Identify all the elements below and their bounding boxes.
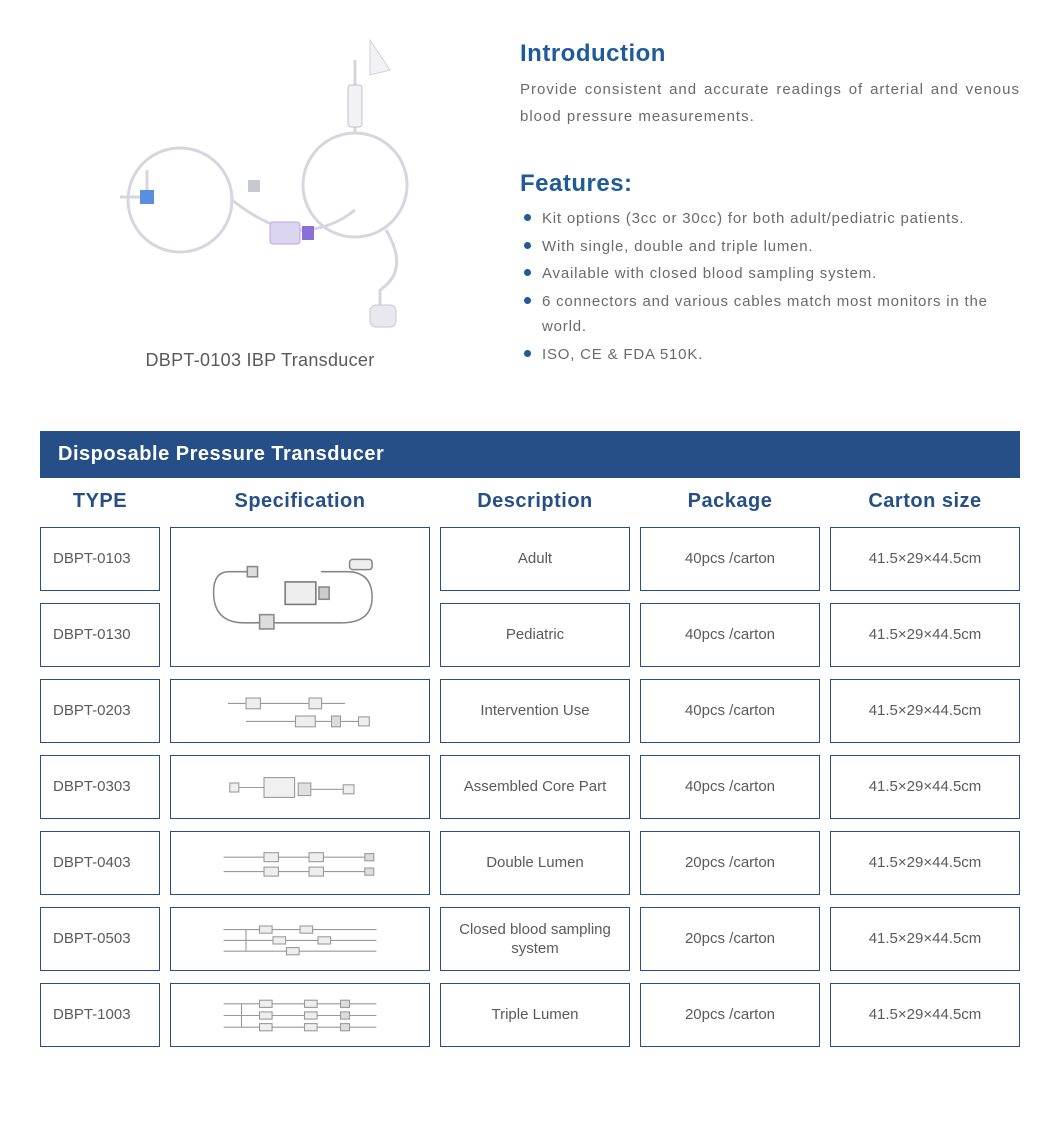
product-caption: DBPT-0103 IBP Transducer (146, 350, 375, 371)
feature-item: With single, double and triple lumen. (524, 234, 1020, 260)
spec-diagram-icon (210, 689, 390, 734)
cell-spec (170, 907, 430, 971)
cell-package: 40pcs /carton (640, 527, 820, 591)
cell-package: 40pcs /carton (640, 679, 820, 743)
table-row: DBPT-0503 Closed blood sampling system 2… (40, 907, 1020, 971)
cell-type: DBPT-1003 (40, 983, 160, 1047)
transducer-illustration-icon (70, 30, 450, 330)
table-row: DBPT-0303 Assembled Core Part 40pcs /car… (40, 755, 1020, 819)
cell-type: DBPT-0103 (40, 527, 160, 591)
header-package: Package (640, 490, 820, 513)
cell-type: DBPT-0203 (40, 679, 160, 743)
table-row: DBPT-1003 T (40, 983, 1020, 1047)
cell-package: 40pcs /carton (640, 755, 820, 819)
cell-size: 41.5×29×44.5cm (830, 907, 1020, 971)
spec-diagram-icon (210, 765, 390, 810)
intro-text: Provide consistent and accurate readings… (520, 76, 1020, 130)
cell-package: 20pcs /carton (640, 831, 820, 895)
spec-diagram-icon (210, 841, 390, 886)
table-row-group: DBPT-0103 DBPT-0130 Adult Pediatric 4 (40, 527, 1020, 667)
features-list: Kit options (3cc or 30cc) for both adult… (520, 206, 1020, 367)
cell-type: DBPT-0303 (40, 755, 160, 819)
header-type: TYPE (40, 490, 160, 513)
intro-section: DBPT-0103 IBP Transducer Introduction Pr… (40, 30, 1020, 371)
cell-type: DBPT-0130 (40, 603, 160, 667)
cell-package: 40pcs /carton (640, 603, 820, 667)
header-size: Carton size (830, 490, 1020, 513)
cell-package: 20pcs /carton (640, 983, 820, 1047)
cell-desc: Adult (440, 527, 630, 591)
cell-desc: Closed blood sampling system (440, 907, 630, 971)
feature-item: 6 connectors and various cables match mo… (524, 289, 1020, 340)
cell-desc: Pediatric (440, 603, 630, 667)
cell-desc: Assembled Core Part (440, 755, 630, 819)
header-spec: Specification (170, 490, 430, 513)
feature-item: ISO, CE & FDA 510K. (524, 342, 1020, 368)
spec-diagram-icon (188, 541, 413, 654)
spec-diagram-icon (210, 993, 390, 1038)
cell-type: DBPT-0403 (40, 831, 160, 895)
table-header-row: TYPE Specification Description Package C… (40, 478, 1020, 527)
cell-desc: Intervention Use (440, 679, 630, 743)
cell-desc: Triple Lumen (440, 983, 630, 1047)
feature-item: Available with closed blood sampling sys… (524, 261, 1020, 287)
info-column: Introduction Provide consistent and accu… (520, 30, 1020, 371)
spec-table-section: Disposable Pressure Transducer TYPE Spec… (40, 431, 1020, 1047)
table-row: DBPT-0203 Intervention Use 40pcs /carton… (40, 679, 1020, 743)
cell-spec (170, 679, 430, 743)
cell-desc: Double Lumen (440, 831, 630, 895)
cell-spec (170, 983, 430, 1047)
cell-type: DBPT-0503 (40, 907, 160, 971)
cell-spec (170, 755, 430, 819)
header-desc: Description (440, 490, 630, 513)
cell-size: 41.5×29×44.5cm (830, 983, 1020, 1047)
cell-size: 41.5×29×44.5cm (830, 755, 1020, 819)
product-image-column: DBPT-0103 IBP Transducer (40, 30, 480, 371)
table-title: Disposable Pressure Transducer (40, 431, 1020, 478)
feature-item: Kit options (3cc or 30cc) for both adult… (524, 206, 1020, 232)
cell-size: 41.5×29×44.5cm (830, 603, 1020, 667)
cell-package: 20pcs /carton (640, 907, 820, 971)
cell-spec (170, 831, 430, 895)
cell-size: 41.5×29×44.5cm (830, 527, 1020, 591)
table-row: DBPT-0403 Double Lumen 20pcs /carton 41.… (40, 831, 1020, 895)
features-heading: Features: (520, 170, 1020, 198)
cell-size: 41.5×29×44.5cm (830, 831, 1020, 895)
cell-spec-merged (170, 527, 430, 667)
product-image (70, 30, 450, 330)
cell-size: 41.5×29×44.5cm (830, 679, 1020, 743)
intro-heading: Introduction (520, 40, 1020, 68)
spec-diagram-icon (210, 917, 390, 962)
